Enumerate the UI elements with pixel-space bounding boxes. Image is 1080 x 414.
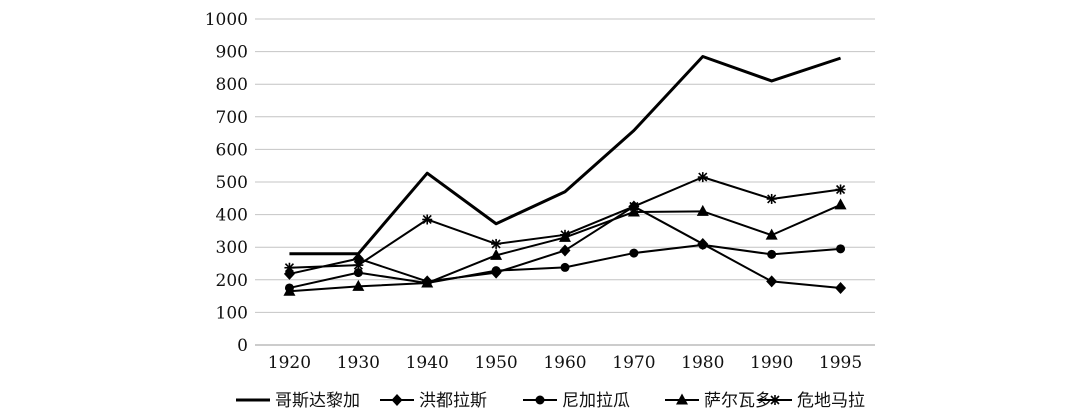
data-point-triangle — [765, 228, 778, 240]
data-point-circle — [491, 266, 501, 276]
data-point-triangle — [283, 284, 296, 296]
y-axis: 0 100 200 300 400 500 600 700 800 900 1000 — [205, 10, 248, 356]
legend-label: 洪都拉斯 — [419, 391, 487, 411]
asterisk-stroke — [491, 239, 501, 249]
x-tick-label: 1995 — [819, 353, 862, 373]
data-point-asterisk — [284, 262, 295, 273]
x-tick-label: 1990 — [750, 353, 793, 373]
legend-label: 尼加拉瓜 — [562, 391, 630, 411]
data-point-circle — [767, 249, 777, 259]
data-point-asterisk — [770, 395, 780, 405]
asterisk-stroke — [284, 263, 295, 273]
data-point-triangle — [490, 248, 503, 260]
data-point-diamond — [391, 394, 403, 406]
legend-item: 危地马拉 — [758, 391, 865, 411]
data-point-asterisk — [491, 238, 502, 249]
series-line — [289, 54, 842, 256]
legend-item: 哥斯达黎加 — [236, 391, 360, 411]
x-axis: 1920 1930 1940 1950 1960 1970 1980 1990 1995 — [268, 353, 862, 373]
data-point-circle — [353, 268, 363, 278]
data-point-diamond — [835, 281, 847, 294]
asterisk-stroke — [422, 214, 432, 225]
data-point-circle — [698, 240, 708, 250]
y-tick-label: 0 — [237, 336, 248, 356]
gridlines — [255, 18, 875, 346]
series-lines — [283, 54, 847, 296]
y-tick-label: 700 — [216, 108, 248, 128]
x-tick-label: 1930 — [337, 353, 380, 373]
legend-label: 萨尔瓦多 — [704, 391, 772, 411]
x-tick-label: 1950 — [474, 353, 517, 373]
asterisk-stroke — [629, 201, 639, 212]
data-point-circle — [836, 244, 846, 254]
legend-label: 危地马拉 — [797, 391, 865, 411]
y-tick-label: 800 — [216, 75, 248, 95]
data-point-circle — [535, 395, 545, 405]
data-point-asterisk — [353, 260, 364, 271]
data-point-asterisk — [560, 229, 570, 240]
legend-item: 洪都拉斯 — [380, 391, 487, 411]
data-point-circle — [560, 262, 570, 272]
legend-item: 尼加拉瓜 — [523, 391, 630, 411]
y-tick-label: 200 — [216, 271, 248, 291]
data-point-asterisk — [628, 201, 639, 212]
asterisk-stroke — [770, 395, 780, 405]
legend-label: 哥斯达黎加 — [275, 391, 360, 411]
legend: 哥斯达黎加 洪都拉斯 尼加拉瓜 萨尔瓦多 危地马拉 — [236, 391, 865, 411]
data-point-triangle — [676, 393, 688, 405]
y-tick-label: 300 — [216, 238, 248, 258]
x-tick-label: 1970 — [612, 353, 655, 373]
y-tick-label: 600 — [216, 140, 248, 160]
data-point-asterisk — [697, 172, 708, 183]
series-5 — [284, 172, 846, 273]
asterisk-stroke — [835, 184, 846, 195]
y-tick-label: 500 — [216, 173, 248, 193]
data-point-triangle — [421, 276, 434, 288]
data-point-asterisk — [422, 214, 433, 225]
y-tick-label: 400 — [216, 206, 248, 226]
y-tick-label: 100 — [216, 303, 248, 323]
x-tick-label: 1960 — [543, 353, 586, 373]
data-point-asterisk — [835, 184, 846, 195]
series-1 — [289, 54, 842, 256]
x-tick-label: 1920 — [268, 353, 311, 373]
asterisk-stroke — [353, 260, 363, 270]
x-tick-label: 1940 — [406, 353, 449, 373]
data-point-diamond — [559, 244, 571, 257]
data-point-diamond — [766, 275, 778, 288]
y-tick-label: 900 — [216, 43, 248, 63]
asterisk-stroke — [767, 194, 777, 204]
series-3 — [284, 240, 846, 293]
data-point-triangle — [834, 198, 847, 210]
asterisk-stroke — [698, 172, 708, 182]
asterisk-stroke — [560, 230, 570, 240]
data-point-circle — [629, 248, 639, 258]
x-tick-label: 1980 — [681, 353, 724, 373]
data-point-triangle — [352, 279, 365, 291]
data-point-triangle — [696, 204, 709, 216]
legend-item: 萨尔瓦多 — [665, 391, 772, 411]
data-point-asterisk — [766, 193, 777, 204]
y-tick-label: 1000 — [205, 10, 248, 30]
